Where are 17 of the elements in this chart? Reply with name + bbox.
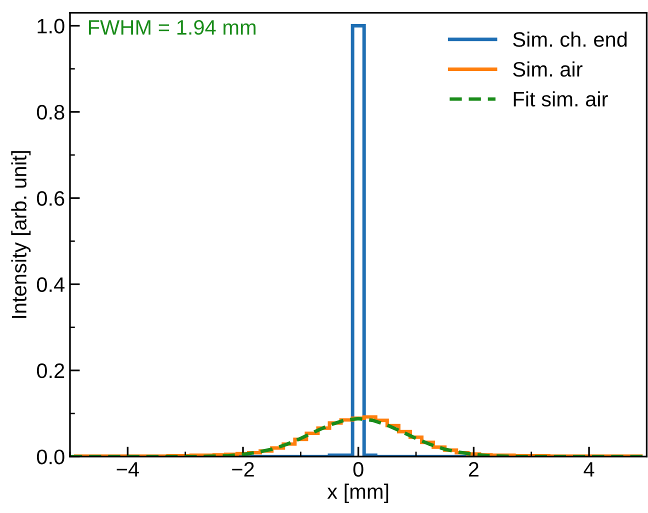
y-tick-label: 0.6 — [36, 191, 64, 206]
x-tick-label: 0 — [353, 462, 364, 477]
y-tick-label: 0.4 — [36, 277, 65, 292]
x-axis-title: x [mm] — [327, 484, 388, 504]
y-tick-label: 0.2 — [36, 363, 64, 378]
y-tick-label: 0.0 — [36, 450, 64, 464]
legend-label: Sim. ch. end — [513, 32, 627, 47]
legend-label: Fit sim. air — [514, 91, 608, 107]
x-tick-label: −2 — [232, 462, 254, 477]
x-tick-label: −4 — [116, 462, 139, 477]
y-tick-label: 1.0 — [38, 18, 64, 34]
legend-label: Sim. air — [513, 61, 582, 77]
x-tick-label: 2 — [468, 462, 478, 477]
annotation: FWHM = 1.94 mm — [88, 20, 256, 35]
x-tick-label: 4 — [584, 462, 594, 477]
y-tick-label: 0.8 — [36, 104, 64, 120]
y-axis-title: Intensity [arb. unit] — [11, 151, 31, 318]
